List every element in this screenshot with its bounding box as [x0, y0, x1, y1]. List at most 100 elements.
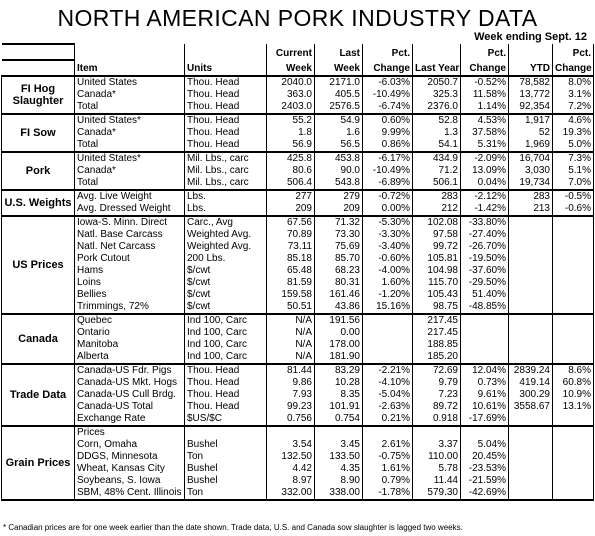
- cell-value: -26.70%: [460, 241, 509, 253]
- cell-value: -0.5%: [552, 189, 594, 203]
- row-item: Canada-US Cull Brdg.: [74, 389, 185, 401]
- cell-value: -6.03%: [362, 75, 413, 89]
- cell-value: 50.51: [266, 301, 315, 315]
- cell-value: 3,030: [508, 165, 553, 177]
- cell-value: 5.0%: [552, 139, 594, 153]
- cell-value: 73.11: [266, 241, 315, 253]
- cell-value: [552, 451, 594, 463]
- row-item: Bellies: [74, 289, 185, 301]
- row-units: Thou. Head: [184, 389, 267, 401]
- cell-value: 579.30: [412, 487, 461, 501]
- cell-value: 92,354: [508, 101, 553, 115]
- cell-value: 99.72: [412, 241, 461, 253]
- row-item: Avg. Dressed Weight: [74, 203, 185, 217]
- table-row: Canada-US Cull Brdg. Thou. Head 7.93 8.35 -5…: [2, 389, 594, 401]
- row-units: Bushel: [184, 475, 267, 487]
- cell-value: 104.98: [412, 265, 461, 277]
- cell-value: 37.58%: [460, 127, 509, 139]
- table-row: Total Mil. Lbs., carc 506.4 543.8 -6.89% 506.…: [2, 177, 594, 191]
- cell-value: -0.6%: [552, 203, 594, 217]
- cell-value: 0.756: [266, 413, 315, 427]
- row-item: Wheat, Kansas City: [74, 463, 185, 475]
- cell-value: -19.50%: [460, 253, 509, 265]
- cell-value: 72.69: [412, 363, 461, 377]
- cell-value: 363.0: [266, 89, 315, 101]
- cell-value: 1.8: [266, 127, 315, 139]
- cell-value: 506.4: [266, 177, 315, 191]
- col-current: Week: [266, 60, 315, 77]
- cell-value: 283: [412, 189, 461, 203]
- cell-value: [508, 265, 553, 277]
- cell-value: 80.6: [266, 165, 315, 177]
- cell-value: 75.69: [314, 241, 363, 253]
- table-row: SBM, 48% Cent. Illinois Ton 332.00 338.00 -1…: [2, 487, 594, 501]
- cell-value: -6.89%: [362, 177, 413, 191]
- cell-value: 277: [266, 189, 315, 203]
- footnote: * Canadian prices are for one week earli…: [3, 523, 463, 532]
- cell-value: 209: [314, 203, 363, 217]
- cell-value: -42.69%: [460, 487, 509, 501]
- table-row: U.S. Weights Avg. Live Weight Lbs. 277 279 -0…: [1, 189, 594, 217]
- cell-value: N/A: [266, 339, 315, 351]
- col-item: Item: [74, 60, 185, 77]
- cell-value: 0.754: [314, 413, 363, 427]
- cell-value: 71.2: [412, 165, 461, 177]
- cell-value: [552, 475, 594, 487]
- row-units: Weighted Avg.: [184, 229, 267, 241]
- row-units: Thou. Head: [184, 139, 267, 153]
- table-row: Corn, Omaha Bushel 3.54 3.45 2.61% 3.37 5.04%: [2, 439, 594, 451]
- cell-value: 325.3: [412, 89, 461, 101]
- cell-value: 217.45: [412, 327, 461, 339]
- table-row: Manitoba Ind 100, Carc N/A 178.00 188.85: [2, 339, 594, 351]
- cell-value: 2.61%: [362, 439, 413, 451]
- cell-value: 279: [314, 189, 363, 203]
- row-item: Natl. Net Carcass: [74, 241, 185, 253]
- cell-value: 55.2: [266, 113, 315, 127]
- cell-value: 19.3%: [552, 127, 594, 139]
- cell-value: 453.8: [314, 151, 363, 165]
- cell-value: 60.8%: [552, 377, 594, 389]
- row-item: Natl. Base Carcass: [74, 229, 185, 241]
- col-pct3-top: Pct.: [552, 44, 594, 60]
- cell-value: 7.93: [266, 389, 315, 401]
- cell-value: 8.0%: [552, 75, 594, 89]
- cell-value: 1.60%: [362, 277, 413, 289]
- cell-value: -5.30%: [362, 215, 413, 229]
- cell-value: [552, 313, 594, 327]
- row-units: Thou. Head: [184, 363, 267, 377]
- row-item: Ontario: [74, 327, 185, 339]
- cell-value: 2403.0: [266, 101, 315, 115]
- cell-value: 8.35: [314, 389, 363, 401]
- table-row: Wheat, Kansas City Bushel 4.42 4.35 1.61% 5.7…: [2, 463, 594, 475]
- cell-value: 15.16%: [362, 301, 413, 315]
- row-units: Thou. Head: [184, 377, 267, 389]
- table-row: Canada* Thou. Head 363.0 405.5 -10.49% 325.3 1…: [2, 89, 594, 101]
- row-units: $US/$C: [184, 413, 267, 427]
- row-units: Thou. Head: [184, 401, 267, 413]
- col-last: Week: [314, 60, 363, 77]
- cell-value: -37.60%: [460, 265, 509, 277]
- cell-value: [362, 313, 413, 327]
- cell-value: [508, 439, 553, 451]
- cell-value: [508, 451, 553, 463]
- cell-value: [552, 339, 594, 351]
- row-units: $/cwt: [184, 289, 267, 301]
- row-units: Thou. Head: [184, 89, 267, 101]
- cell-value: 0.918: [412, 413, 461, 427]
- col-pct3: Change: [552, 60, 594, 77]
- row-item: Corn, Omaha: [74, 439, 185, 451]
- cell-value: 68.23: [314, 265, 363, 277]
- row-units: Thou. Head: [184, 75, 267, 89]
- cell-value: 0.60%: [362, 113, 413, 127]
- table-row: Pork United States* Mil. Lbs., carc 425.8 45…: [1, 151, 594, 191]
- cell-value: 209: [266, 203, 315, 217]
- row-item: Manitoba: [74, 339, 185, 351]
- cell-value: 3.45: [314, 439, 363, 451]
- cell-value: [362, 327, 413, 339]
- cell-value: [552, 277, 594, 289]
- row-item: Hams: [74, 265, 185, 277]
- row-item: Prices: [74, 425, 185, 439]
- table-row: US Prices Iowa-S. Minn. Direct Carc., Avg 6…: [1, 215, 594, 315]
- cell-value: 10.9%: [552, 389, 594, 401]
- cell-value: 20.45%: [460, 451, 509, 463]
